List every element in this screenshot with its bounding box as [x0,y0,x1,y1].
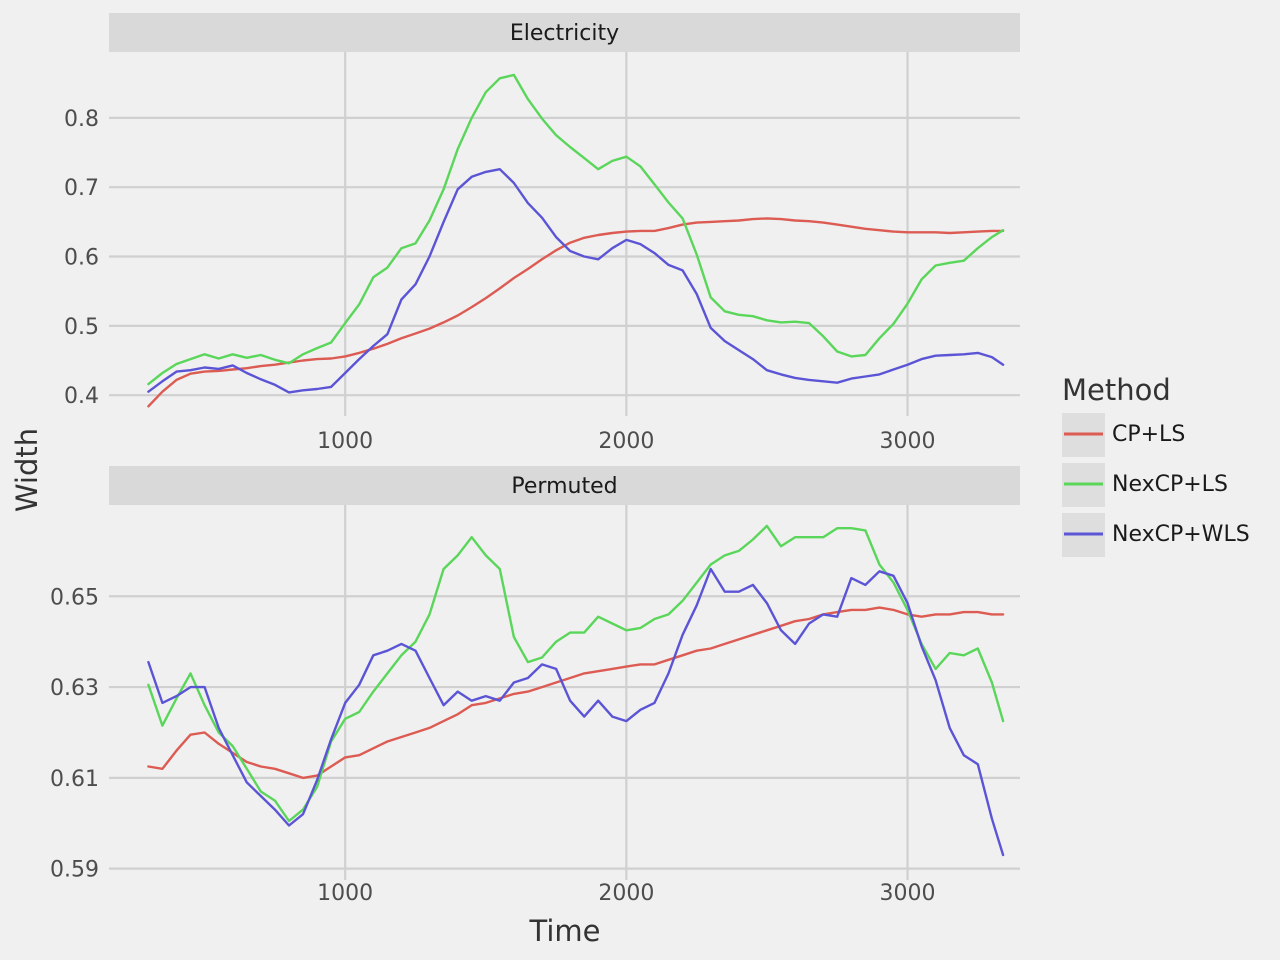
x-tick-label: 3000 [880,429,936,454]
y-axis-title: Width [10,428,44,512]
legend-title: Method [1062,373,1171,407]
y-tick-label: 0.4 [64,384,99,409]
x-tick-label: 1000 [317,429,373,454]
y-tick-label: 0.63 [50,676,99,701]
facets: Electricity 1000 2000 3000 0.4 0.5 0.6 0.7 0.8 Pe… [50,13,1020,906]
series-line-nexcp-ls [147,73,1005,386]
legend-label: NexCP+LS [1112,472,1228,497]
legend-item: CP+LS [1062,413,1185,457]
series-line-nexcp-ls [147,524,1005,823]
x-tick-label: 3000 [880,881,936,906]
x-tick-label: 2000 [598,429,654,454]
y-tick-label: 0.8 [64,107,99,132]
legend-item: NexCP+LS [1062,463,1228,507]
legend: Method CP+LS NexCP+LS NexCP+WLS [1062,373,1250,557]
x-tick-label: 2000 [598,881,654,906]
facet-strip-label: Electricity [510,21,619,46]
facet-strip-label: Permuted [511,474,617,499]
series-line-cp-ls [147,217,1005,408]
legend-label: CP+LS [1112,422,1185,447]
y-tick-label: 0.59 [50,858,99,883]
x-axis-title: Time [529,914,601,948]
facet-strip [109,466,1020,505]
facet-panel-permuted: Permuted 1000 2000 3000 0.59 0.61 0.63 0.65 [50,466,1020,906]
facet-strip [109,13,1020,52]
series-line-nexcp-wls [147,567,1005,857]
x-tick-label: 1000 [317,881,373,906]
legend-item: NexCP+WLS [1062,513,1250,557]
series-line-nexcp-wls [147,168,1005,394]
y-tick-label: 0.65 [50,585,99,610]
legend-label: NexCP+WLS [1112,522,1250,547]
y-tick-label: 0.7 [64,176,99,201]
y-tick-label: 0.61 [50,767,99,792]
series-line-cp-ls [147,606,1005,780]
legend-items: CP+LS NexCP+LS NexCP+WLS [1062,413,1250,557]
y-tick-label: 0.5 [64,315,99,340]
y-tick-label: 0.6 [64,246,99,271]
facet-panel-electricity: Electricity 1000 2000 3000 0.4 0.5 0.6 0.7 0.8 [64,13,1020,454]
